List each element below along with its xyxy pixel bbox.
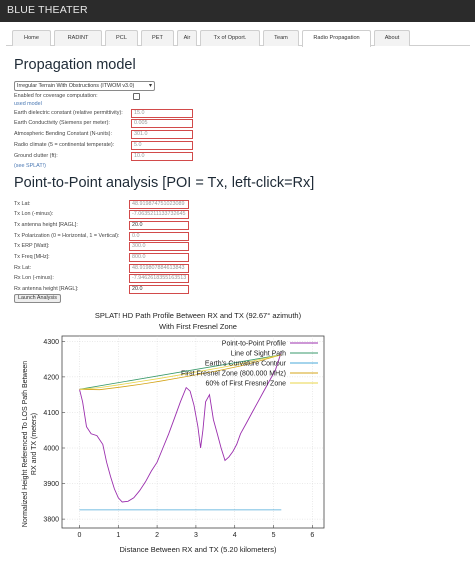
app-title: BLUE THEATER <box>7 4 88 16</box>
tx-lon-label: Tx Lon (-minus): <box>14 211 54 217</box>
legend-label: First Fresnel Zone (800.000 MHz) <box>181 371 286 378</box>
tx-height-input[interactable]: 20.0 <box>129 221 189 230</box>
bending-label: Atmospheric Bending Constant (N-units): <box>14 131 112 137</box>
y-tick-label: 4300 <box>43 339 59 346</box>
legend-label: Earth's Curvature Contour <box>205 361 287 368</box>
tab-home[interactable]: Home <box>12 30 51 46</box>
propagation-model-select[interactable]: Irregular Terrain With Obstructions (ITW… <box>14 81 155 91</box>
x-axis-label: Distance Between RX and TX (5.20 kilomet… <box>119 545 277 554</box>
tx-lat-input[interactable]: 48.919874751023089 <box>129 200 189 209</box>
tab-radint[interactable]: RADINT <box>54 30 102 46</box>
climate-input[interactable]: 5.0 <box>131 141 193 150</box>
y-axis-label-line1: Normalized Height Referenced To LOS Path… <box>22 361 29 528</box>
tx-height-label: Tx antenna height [RAGL]: <box>14 222 78 228</box>
propagation-title: Propagation model <box>14 57 136 73</box>
coverage-checkbox[interactable] <box>133 93 140 100</box>
launch-analysis-button[interactable]: Launch Analysis <box>14 294 61 303</box>
plot-frame <box>61 335 325 529</box>
coverage-label: Enabled for coverage computation: <box>14 93 98 99</box>
tx-erp-label: Tx ERP [Watt]: <box>14 243 50 249</box>
tab-pcl[interactable]: PCL <box>105 30 138 46</box>
clutter-label: Ground clutter (ft): <box>14 153 58 159</box>
dielectric-label: Earth dielectric constant (relative perm… <box>14 110 123 116</box>
x-tick-label: 0 <box>78 532 82 539</box>
fresnel-60-series <box>79 354 282 390</box>
x-tick-label: 5 <box>272 532 276 539</box>
rx-lat-label: Rx Lat: <box>14 265 32 271</box>
tx-lat-label: Tx Lat: <box>14 201 31 207</box>
x-tick-label: 3 <box>194 532 198 539</box>
clutter-input[interactable]: 10.0 <box>131 152 193 161</box>
los-series <box>79 354 282 390</box>
used-model-link[interactable]: used model <box>14 101 42 107</box>
tx-erp-input[interactable]: 300.0 <box>129 242 189 251</box>
y-tick-label: 4000 <box>43 446 59 453</box>
y-axis-label-line2: RX and TX (meters) <box>31 413 38 475</box>
tab-radio-propagation[interactable]: Radio Propagation <box>302 30 371 47</box>
conductivity-input[interactable]: 0.005 <box>131 119 193 128</box>
tab-tx-of-opport[interactable]: Tx of Opport. <box>200 30 260 46</box>
x-tick-label: 4 <box>233 532 237 539</box>
tab-bar: Home RADINT PCL PET Air Tx of Opport. Te… <box>6 26 470 47</box>
climate-label: Radio climate (5 = continental temperate… <box>14 142 115 148</box>
plot-area: 0 1 2 3 4 5 6 3800 3900 4000 4100 4200 4300 Point-to-… <box>43 335 325 539</box>
path-profile-chart: SPLAT! HD Path Profile Between RX and TX… <box>14 306 344 556</box>
chart-subtitle: With First Fresnel Zone <box>159 322 237 331</box>
tab-about[interactable]: About <box>374 30 410 46</box>
rx-lat-input[interactable]: 48.919807884613843 <box>129 264 189 273</box>
p2p-title: Point-to-Point analysis [POI = Tx, left-… <box>14 175 315 191</box>
propagation-model-value: Irregular Terrain With Obstructions (ITW… <box>17 83 135 89</box>
path-profile-svg: SPLAT! HD Path Profile Between RX and TX… <box>22 311 325 554</box>
see-splat-link[interactable]: (see SPLAT!) <box>14 163 46 169</box>
y-tick-label: 3900 <box>43 481 59 488</box>
x-tick-label: 6 <box>310 532 314 539</box>
y-tick-label: 4200 <box>43 374 59 381</box>
bending-input[interactable]: 301.0 <box>131 130 193 139</box>
conductivity-label: Earth Conductivity (Siemens per meter): <box>14 120 110 126</box>
profile-series <box>79 351 282 503</box>
tx-lon-input[interactable]: -7.0635211133732645 <box>129 210 189 219</box>
rx-height-input[interactable]: 20.0 <box>129 285 189 294</box>
tab-air[interactable]: Air <box>177 30 197 46</box>
tab-team[interactable]: Team <box>263 30 299 46</box>
dielectric-input[interactable]: 15.0 <box>131 109 193 118</box>
app-title-bar: BLUE THEATER <box>0 0 475 22</box>
tx-freq-input[interactable]: 800.0 <box>129 253 189 262</box>
legend-label: 60% of First Fresnel Zone <box>205 381 286 388</box>
x-tick-label: 2 <box>155 532 159 539</box>
chart-title: SPLAT! HD Path Profile Between RX and TX… <box>95 311 302 320</box>
y-tick-label: 3800 <box>43 517 59 524</box>
legend-label: Line of Sight Path <box>231 351 286 358</box>
x-tick-label: 1 <box>116 532 120 539</box>
rx-lon-input[interactable]: -7.9462618355163513 <box>129 274 189 283</box>
fresnel-series <box>79 354 282 391</box>
propagation-section: Propagation model <box>14 58 464 73</box>
tx-polarization-input[interactable]: 0.0 <box>129 232 189 241</box>
chevron-down-icon: ▾ <box>148 83 152 89</box>
tx-freq-label: Tx Freq [MHz]: <box>14 254 50 260</box>
y-tick-label: 4100 <box>43 410 59 417</box>
tab-pet[interactable]: PET <box>141 30 174 46</box>
rx-height-label: Rx antenna height [RAGL]: <box>14 286 79 292</box>
rx-lon-label: Rx Lon (-minus): <box>14 275 54 281</box>
tx-polarization-label: Tx Polarization (0 = Horizontal, 1 = Ver… <box>14 233 120 239</box>
legend-label: Point-to-Point Profile <box>222 341 286 348</box>
